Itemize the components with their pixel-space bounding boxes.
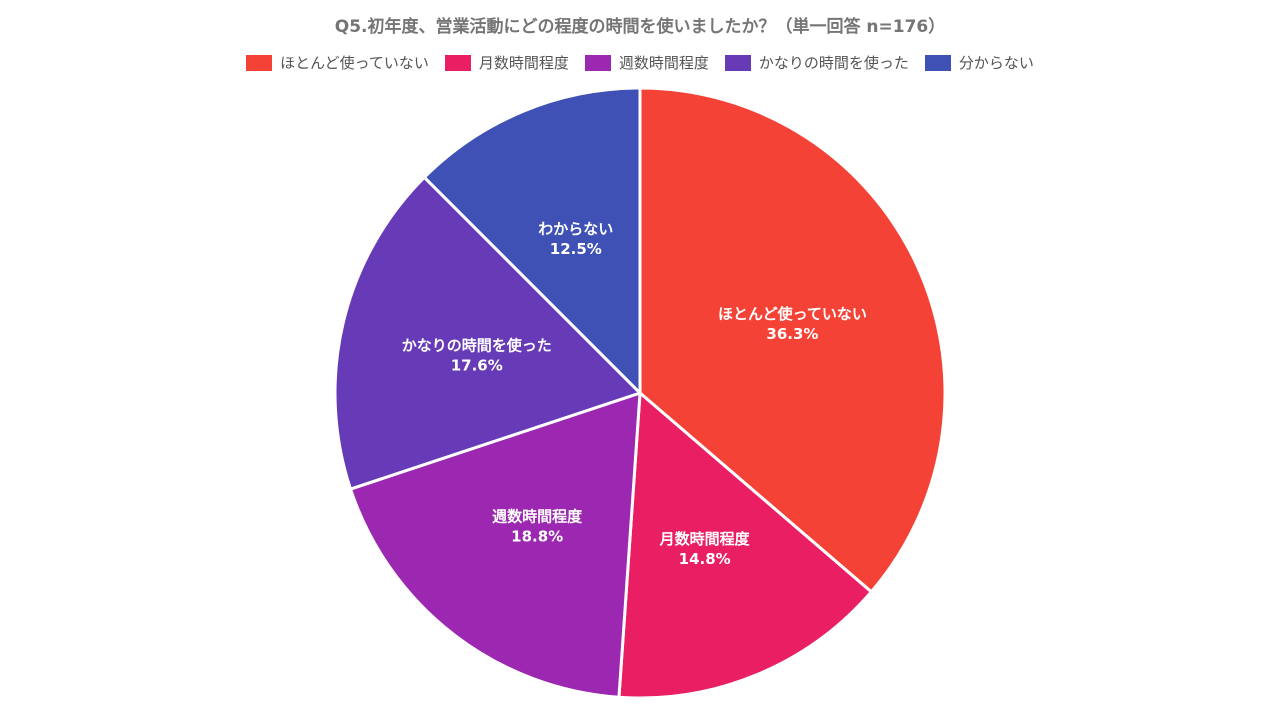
slice-monthly [617,389,874,700]
legend-swatch [584,54,611,71]
legend-swatch [246,54,273,71]
legend-item-monthly: 月数時間程度 [444,52,569,73]
legend-item-unknown: 分からない [924,52,1034,73]
slice-label: わからない [538,220,613,238]
legend-swatch [924,54,951,71]
slice-unknown [422,86,642,397]
slice-hotondo [638,86,947,594]
legend-label: 月数時間程度 [478,54,569,72]
legend-swatch [444,54,471,71]
legend-label: ほとんど使っていない [280,54,429,72]
chart-title: Q5.初年度、営業活動にどの程度の時間を使いましたか？（単一回答 n=176） [334,17,946,37]
slice-value-label: 17.6% [451,356,503,374]
legend: ほとんど使っていない 月数時間程度 週数時間程度 かなりの時間を使った 分からな… [0,52,1280,73]
legend-label: かなりの時間を使った [758,54,909,72]
slice-value-label: 18.8% [511,528,563,546]
legend-label: 週数時間程度 [618,54,709,72]
slice-value-label: 36.3% [766,325,818,343]
slice-value-label: 14.8% [679,550,731,568]
slice-label: 月数時間程度 [659,530,751,548]
slice-value-label: 12.5% [550,240,602,258]
legend-item-weekly: 週数時間程度 [584,52,709,73]
slice-label: ほとんど使っていない [718,305,867,323]
slice-considerable [333,175,643,491]
legend-item-hotondo: ほとんど使っていない [246,52,429,73]
slice-weekly [348,390,642,699]
legend-item-considerable: かなりの時間を使った [724,52,909,73]
slice-label: かなりの時間を使った [402,336,552,354]
legend-label: 分からない [958,54,1034,72]
slice-label: 週数時間程度 [492,508,583,526]
legend-swatch [724,54,751,71]
